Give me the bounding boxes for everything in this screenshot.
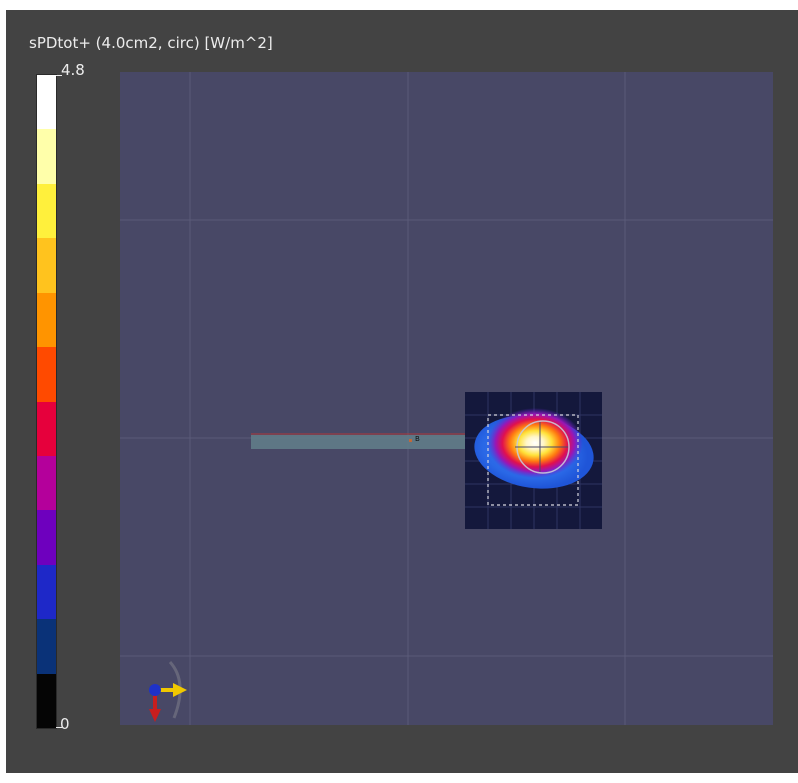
colorbar-max-tick <box>56 75 62 76</box>
power-density-hotspot <box>487 408 583 478</box>
colorbar-segment <box>37 673 56 729</box>
colorbar-segment <box>37 292 56 348</box>
viewport-grid <box>120 72 773 725</box>
colorbar <box>36 74 57 729</box>
averaging-square <box>487 414 579 506</box>
colorbar-segment <box>37 401 56 456</box>
crosshair <box>515 422 568 472</box>
colorbar-min-label: 0 <box>60 715 70 733</box>
probe-marker <box>409 439 412 442</box>
viewport-scene: B <box>120 72 773 725</box>
plot-title: sPDtot+ (4.0cm2, circ) [W/m^2] <box>29 34 273 52</box>
probe-shaft <box>251 433 479 449</box>
colorbar-max-label: 4.8 <box>61 61 85 79</box>
3d-viewport[interactable]: B <box>120 72 773 725</box>
colorbar-segment <box>37 129 56 184</box>
probe-label: B <box>415 435 420 443</box>
colorbar-segment <box>37 455 56 511</box>
axis-triad-icon[interactable] <box>140 652 200 724</box>
colorbar-segment <box>37 510 56 565</box>
colorbar-segment <box>37 75 56 130</box>
colorbar-segment <box>37 347 56 402</box>
colorbar-segment <box>37 564 56 620</box>
colorbar-min-tick <box>56 727 62 728</box>
colorbar-segment <box>37 238 56 293</box>
colorbar-segment <box>37 183 56 239</box>
colorbar-segment <box>37 619 56 674</box>
